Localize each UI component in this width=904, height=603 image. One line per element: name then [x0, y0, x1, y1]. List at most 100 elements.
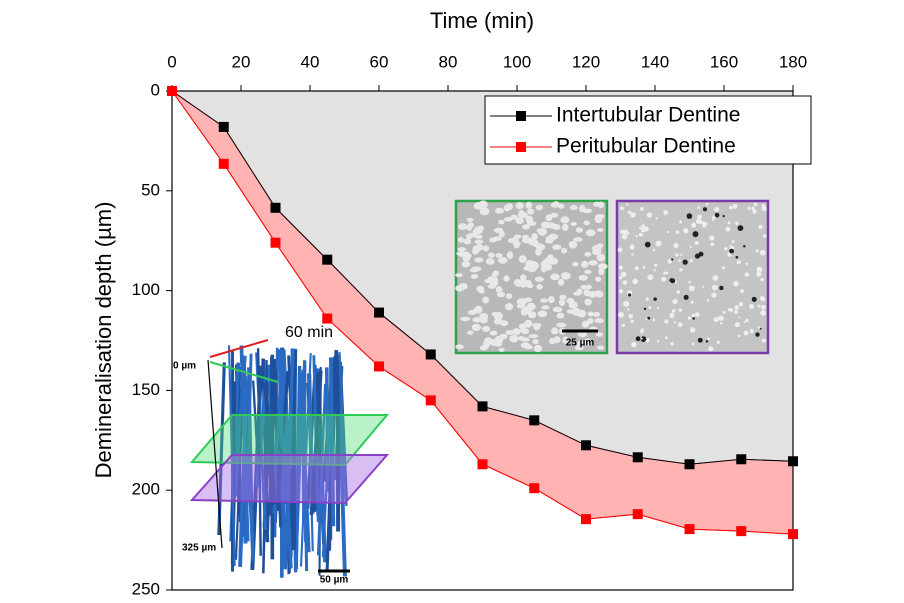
point	[374, 308, 384, 318]
pore	[689, 259, 692, 262]
pore	[635, 235, 637, 237]
pore	[711, 292, 716, 297]
pore	[556, 323, 566, 328]
pore	[498, 220, 504, 225]
pore	[640, 207, 644, 211]
pore	[534, 345, 543, 352]
pore	[521, 337, 530, 341]
pore	[654, 269, 656, 271]
pore	[722, 266, 725, 269]
pore	[663, 210, 668, 215]
pore	[746, 263, 748, 265]
point	[478, 401, 488, 411]
pore	[503, 275, 509, 281]
pore	[728, 221, 731, 224]
point	[322, 255, 332, 265]
x-tick-label: 40	[301, 52, 320, 71]
pore	[584, 270, 591, 274]
pore	[706, 340, 708, 342]
pore	[474, 227, 483, 235]
pore	[581, 261, 589, 268]
pore	[474, 202, 483, 209]
x-tick-label: 180	[779, 52, 807, 71]
pore	[691, 223, 696, 228]
pore	[687, 213, 693, 219]
pore	[518, 210, 524, 218]
pore	[728, 308, 732, 312]
pore	[676, 290, 680, 294]
pore	[513, 242, 521, 246]
pore	[516, 218, 524, 225]
pore	[597, 228, 603, 232]
pore	[595, 216, 603, 224]
x-axis-title: Time (min)	[430, 8, 534, 33]
pore	[529, 334, 539, 338]
pore	[536, 284, 542, 290]
pore	[762, 206, 767, 211]
pore	[733, 281, 739, 287]
pore	[522, 235, 529, 241]
point	[736, 526, 746, 536]
pore	[472, 324, 481, 331]
pore	[482, 326, 490, 332]
pore	[484, 337, 492, 344]
pore	[763, 234, 767, 238]
pore	[752, 297, 757, 302]
pore	[498, 257, 508, 264]
pore	[702, 286, 704, 288]
point	[271, 238, 281, 248]
legend-label: Peritubular Dentine	[556, 135, 736, 158]
x-tick-label: 80	[439, 52, 458, 71]
pore	[587, 318, 593, 324]
x-tick-label: 160	[710, 52, 738, 71]
point	[426, 395, 436, 405]
pore	[717, 341, 720, 344]
point	[685, 524, 695, 534]
pore	[758, 305, 761, 308]
pore	[546, 216, 552, 221]
pore	[576, 227, 583, 233]
pore	[663, 271, 666, 274]
pore	[488, 276, 498, 280]
pore	[621, 272, 626, 277]
pore	[671, 258, 673, 260]
pore	[588, 311, 595, 316]
pore	[598, 201, 604, 208]
pore	[760, 310, 766, 316]
pore	[527, 209, 534, 215]
pore	[758, 326, 761, 329]
pore	[553, 307, 563, 312]
pore	[536, 244, 545, 251]
pore	[540, 298, 548, 302]
pore	[710, 242, 714, 246]
pore	[549, 338, 555, 345]
pore	[666, 272, 669, 275]
pore	[479, 313, 488, 320]
pore	[691, 301, 694, 304]
pore	[707, 337, 710, 340]
pore	[756, 249, 759, 252]
pore	[576, 288, 582, 294]
pore	[762, 339, 766, 343]
pore	[754, 203, 758, 207]
pore	[475, 239, 484, 243]
pore	[475, 244, 484, 251]
pore	[760, 296, 764, 300]
pore	[618, 248, 623, 253]
y-tick-label: 0	[151, 80, 160, 99]
pore	[538, 228, 547, 236]
point	[633, 509, 643, 519]
point	[633, 452, 643, 462]
pore	[720, 322, 722, 324]
x-tick-label: 60	[370, 52, 389, 71]
pore	[552, 245, 561, 250]
y-tick-label: 50	[141, 180, 160, 199]
annotation: 0 µm	[173, 361, 196, 372]
pore	[525, 216, 533, 223]
pore	[490, 280, 499, 286]
pore	[738, 335, 741, 338]
pore	[523, 280, 532, 284]
pore	[678, 322, 683, 327]
